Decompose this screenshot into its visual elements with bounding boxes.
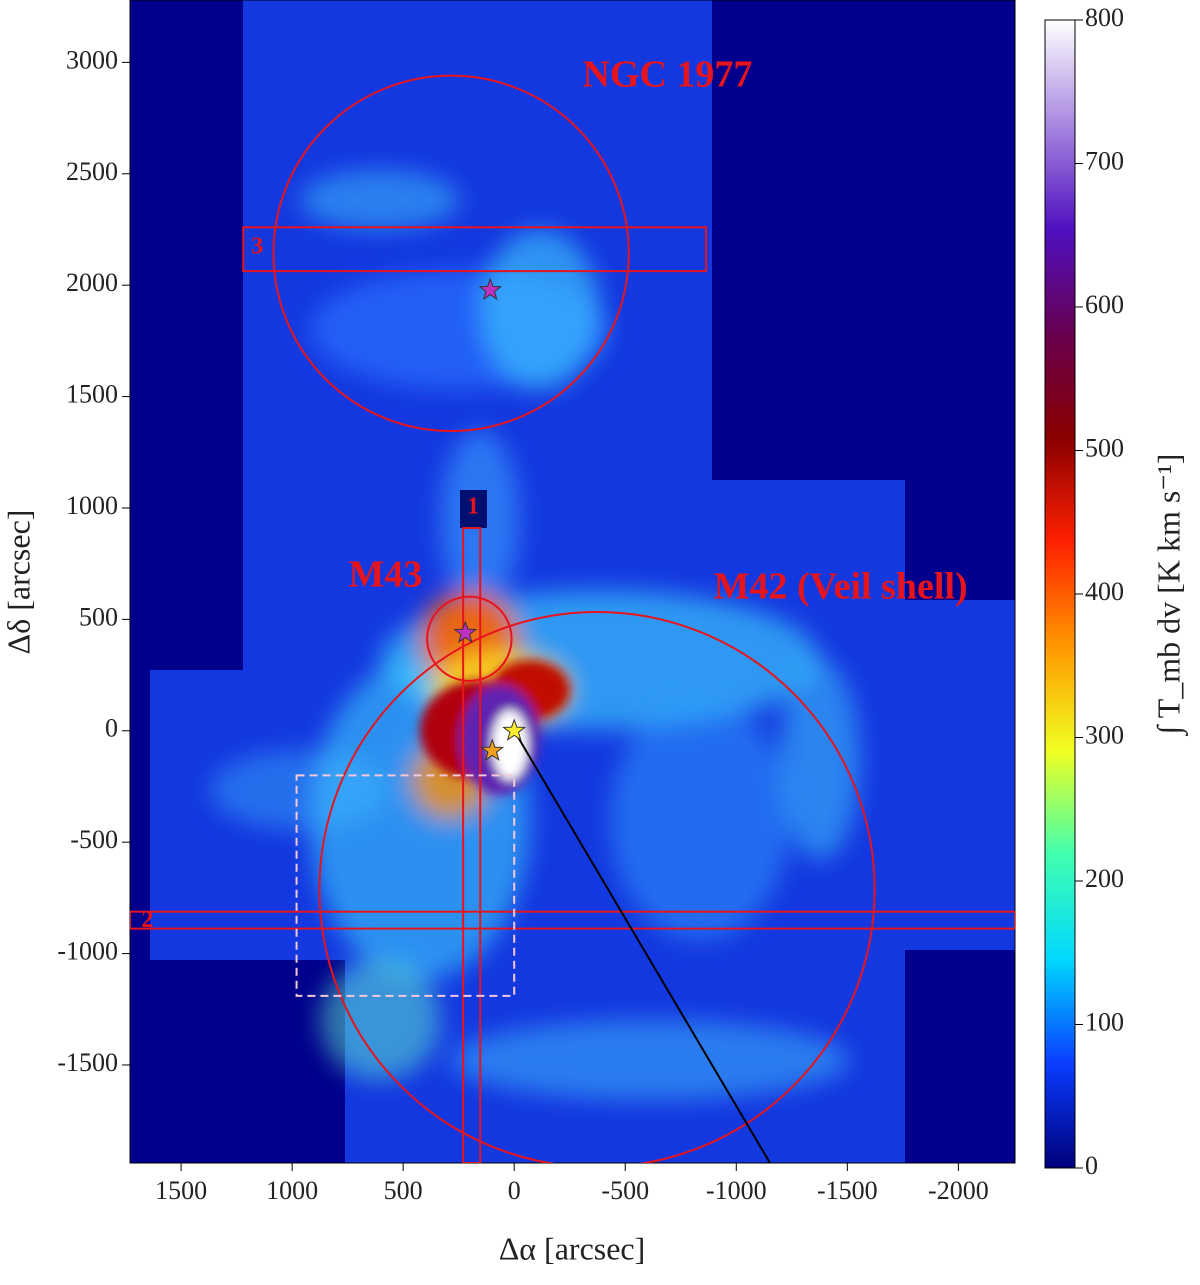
regions <box>130 74 1015 1163</box>
zoom-box <box>295 774 516 997</box>
region-label: 1 <box>467 493 479 519</box>
cut-box <box>242 226 708 273</box>
x-tick-label: -1000 <box>706 1176 767 1205</box>
region-label: 2 <box>141 907 153 933</box>
y-tick-label: -1500 <box>57 1048 118 1077</box>
cut-box <box>462 527 482 1163</box>
star <box>478 277 503 301</box>
colorbar-tick-label: 100 <box>1085 1007 1124 1036</box>
x-tick-label: -500 <box>601 1176 649 1205</box>
colorbar-tick-label: 800 <box>1085 3 1124 32</box>
x-tick-label: -2000 <box>928 1176 989 1205</box>
y-axis-label: Δδ [arcsec] <box>0 510 36 655</box>
x-tick-label: 1500 <box>155 1176 207 1205</box>
region-circle <box>318 611 876 1163</box>
colorbar-tick-label: 300 <box>1085 720 1124 749</box>
colorbar-tick-label: 200 <box>1085 864 1124 893</box>
colorbar-tick-label: 0 <box>1085 1151 1098 1180</box>
colorbar <box>1044 19 1076 1169</box>
region-circle <box>272 74 630 432</box>
colorbar-tick-label: 500 <box>1085 433 1124 462</box>
y-tick-label: 1500 <box>66 380 118 409</box>
x-tick-label: 0 <box>508 1176 521 1205</box>
region-circle <box>426 595 513 682</box>
region-label: NGC 1977 <box>582 54 752 96</box>
x-tick-label: -1500 <box>817 1176 878 1205</box>
colorbar-tick-label: 700 <box>1085 146 1124 175</box>
pv-cut-line <box>513 730 771 1163</box>
y-tick-label: 2000 <box>66 268 118 297</box>
x-tick-label: 1000 <box>266 1176 318 1205</box>
colorbar-tick-label: 400 <box>1085 577 1124 606</box>
star <box>453 620 478 644</box>
y-tick-label: -1000 <box>57 937 118 966</box>
region-label: M43 <box>348 554 422 596</box>
label-box <box>460 490 487 528</box>
y-tick-label: 1000 <box>66 491 118 520</box>
star <box>480 738 505 761</box>
y-tick-label: 3000 <box>66 45 118 74</box>
y-tick-label: -500 <box>70 825 118 854</box>
region-label: 3 <box>251 234 263 260</box>
star <box>502 718 527 741</box>
y-tick-label: 500 <box>79 602 118 631</box>
y-tick-label: 0 <box>105 714 118 743</box>
x-tick-label: 500 <box>384 1176 423 1205</box>
region-label: M42 (Veil shell) <box>714 566 968 608</box>
y-tick-label: 2500 <box>66 157 118 186</box>
colorbar-label: ∫ T_mb dv [K km s⁻¹] <box>1150 454 1188 737</box>
x-axis-label: Δα [arcsec] <box>499 1230 646 1266</box>
plot-frame <box>129 0 1016 1164</box>
cut-box <box>130 910 1015 930</box>
colorbar-tick-label: 600 <box>1085 290 1124 319</box>
